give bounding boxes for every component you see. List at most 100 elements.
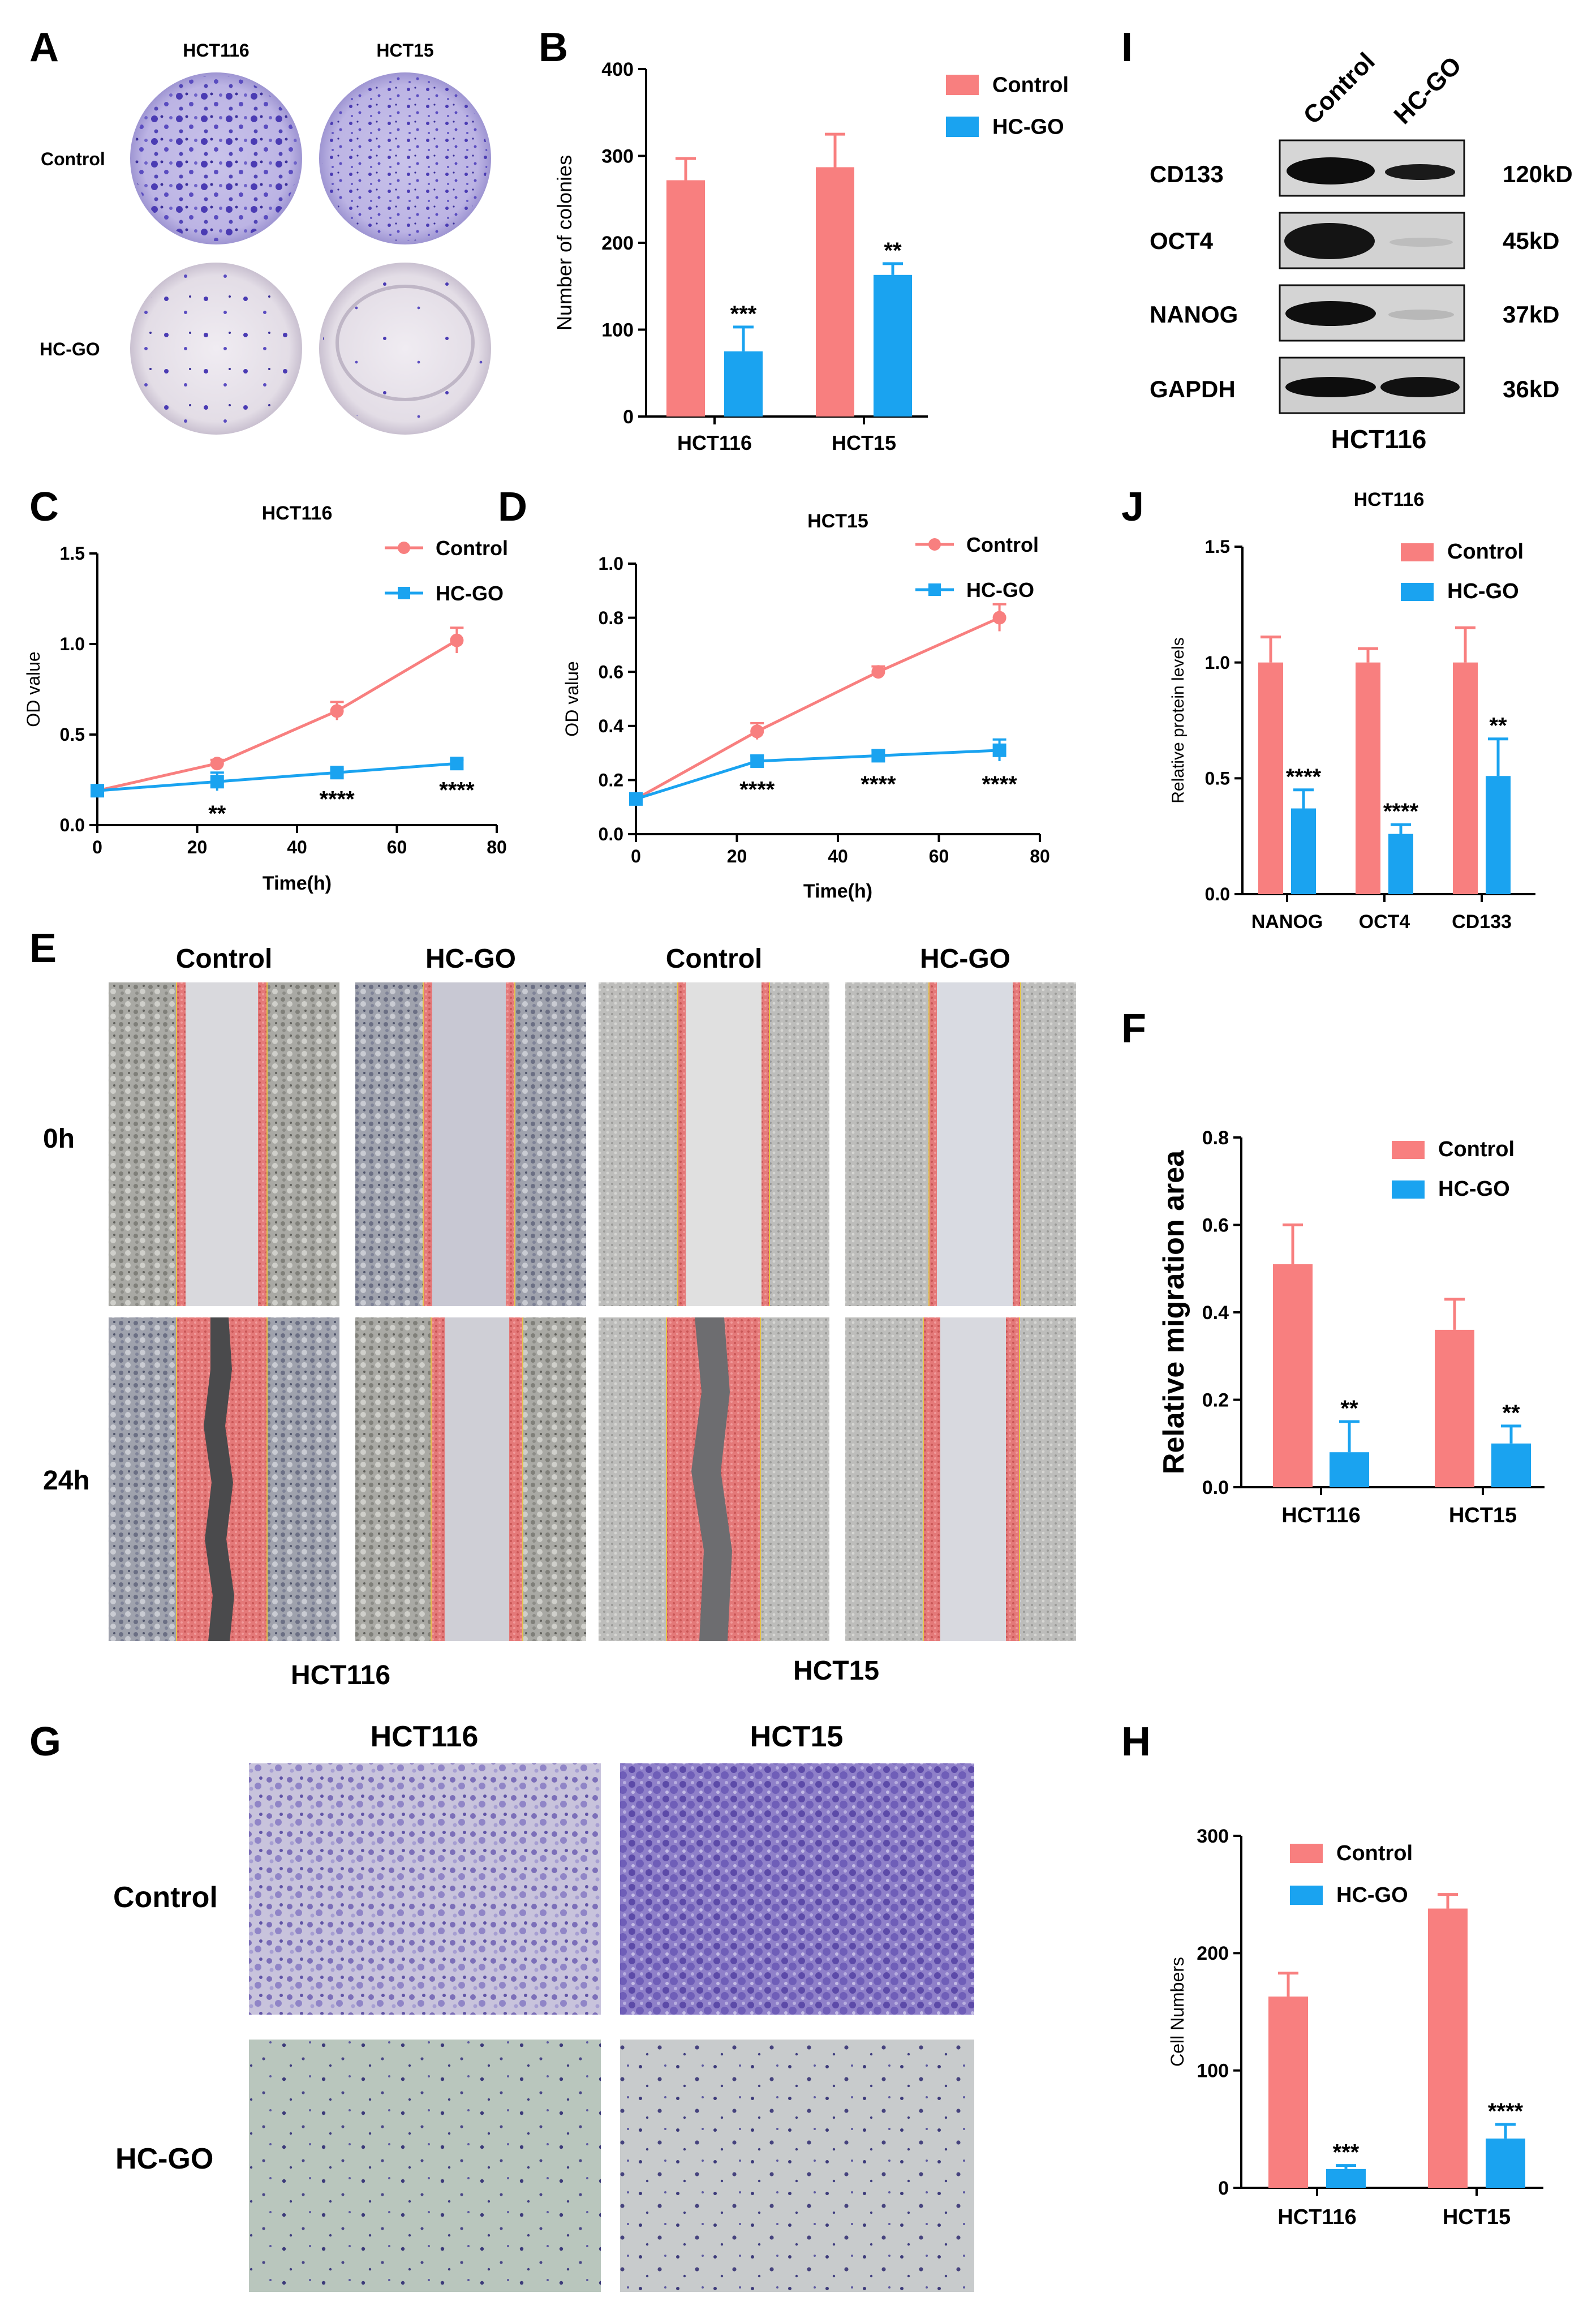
y-tick-label: 1.5 — [60, 543, 85, 564]
panel-label-b: B — [539, 25, 568, 70]
legend-label: HC-GO — [1447, 579, 1519, 603]
panel-label-e: E — [29, 926, 57, 971]
y-tick-label: 300 — [1197, 1826, 1229, 1847]
x-tick-label: 60 — [929, 846, 949, 866]
colony-col-label-hct15: HCT15 — [376, 40, 433, 61]
data-point-control — [992, 611, 1006, 625]
significance-marker: **** — [1488, 2099, 1524, 2124]
wb-band-cd133-hcgo — [1385, 164, 1455, 180]
y-tick-label: 0.5 — [60, 724, 85, 745]
x-tick-label: 20 — [187, 837, 208, 857]
legend-swatch — [1290, 1886, 1323, 1905]
x-tick-label: 0 — [92, 837, 102, 857]
transwell-row-label-hcgo: HC-GO — [115, 2143, 213, 2175]
legend-marker-control — [398, 542, 410, 554]
y-tick-label: 100 — [1197, 2060, 1229, 2082]
wb-band-oct4-hcgo — [1389, 238, 1453, 247]
panel-i: I Control HC-GO CD133 OCT4 NANOG GAPDH 1… — [1121, 25, 1573, 454]
y-tick-label: 1.0 — [1205, 652, 1230, 673]
chart-h-cell-numbers: 0 100 200 300 Cell Numbers HCT116 *** HCT15 ****… — [1167, 1826, 1543, 2229]
panel-label-h: H — [1121, 1719, 1151, 1765]
colony-dish-hcgo-hct116 — [130, 263, 302, 435]
data-point-hcgo — [871, 749, 885, 763]
legend-swatch — [1401, 543, 1434, 561]
x-tick-label: 0 — [631, 846, 641, 866]
y-tick-label: 0.2 — [1202, 1389, 1229, 1411]
wound-group-label-hct116: HCT116 — [291, 1660, 390, 1690]
y-tick-label: 0.6 — [1202, 1214, 1229, 1236]
legend-swatch — [946, 117, 979, 137]
legend-swatch — [1392, 1141, 1425, 1159]
panel-label-a: A — [29, 25, 59, 70]
data-point-control — [210, 757, 224, 771]
wb-band-nanog-hcgo — [1388, 310, 1454, 320]
legend-marker-hcgo — [928, 583, 941, 596]
x-tick-label: HCT15 — [1449, 1504, 1517, 1527]
wound-image-hct116-control-24h — [109, 1317, 339, 1641]
wb-lane-label-control: Control — [1298, 48, 1380, 130]
legend-swatch — [1401, 583, 1434, 601]
wound-row-label-24h: 24h — [43, 1466, 90, 1496]
bar-hcgo-oct4 — [1388, 834, 1413, 894]
bar-hcgo-hct116 — [1326, 2169, 1366, 2188]
chart-c-hct116-od: 0.0 0.5 1.0 1.5 OD value HCT116 0 20 40 60 80 Time(… — [23, 503, 508, 894]
wound-col-label-3: Control — [666, 944, 763, 974]
panel-label-d: D — [498, 484, 527, 530]
wound-row-label-0h: 0h — [43, 1124, 75, 1154]
y-axis-label: OD value — [562, 661, 582, 736]
y-tick-label: 0.2 — [599, 770, 623, 791]
bar-hcgo-hct116 — [724, 351, 763, 417]
bar-hcgo-nanog — [1291, 808, 1316, 894]
wb-band-gapdh-hcgo — [1380, 377, 1460, 397]
significance-marker: **** — [319, 787, 355, 812]
y-tick-label: 0.4 — [1202, 1302, 1229, 1324]
x-tick-label: NANOG — [1251, 911, 1323, 933]
data-point-hcgo — [91, 784, 104, 798]
wound-col-label-2: HC-GO — [425, 944, 516, 974]
wb-lane-label-hcgo: HC-GO — [1388, 51, 1466, 130]
y-tick-label: 0.0 — [1205, 884, 1230, 904]
panel-label-g: G — [29, 1719, 61, 1765]
wound-group-label-hct15: HCT15 — [793, 1656, 879, 1686]
wb-band-oct4-control — [1284, 223, 1375, 259]
x-axis-label: Time(h) — [803, 881, 872, 902]
y-tick-label: 200 — [601, 233, 634, 254]
x-tick-label: 40 — [287, 837, 307, 857]
panel-e: E Control HC-GO Control HC-GO 0h 24h — [29, 926, 1076, 1690]
legend-swatch — [946, 75, 979, 95]
series-line-hcgo — [97, 762, 457, 792]
wound-col-label-1: Control — [176, 944, 273, 974]
transwell-col-label-hct116: HCT116 — [371, 1720, 479, 1753]
y-tick-label: 300 — [601, 145, 634, 167]
data-point-hcgo — [330, 766, 344, 780]
wb-protein-nanog: NANOG — [1150, 301, 1238, 328]
significance-marker: **** — [1383, 799, 1419, 824]
data-point-control — [750, 724, 764, 739]
chart-d-hct15-od: 0.0 0.2 0.4 0.6 0.8 1.0 OD value HCT15 0 20 40 60 80… — [562, 510, 1050, 902]
bar-control-cd133 — [1453, 662, 1478, 894]
data-point-hcgo — [210, 775, 224, 789]
wound-image-hct15-hcgo-24h — [845, 1317, 1076, 1641]
panel-label-i: I — [1121, 25, 1133, 70]
wb-size-nanog: 37kD — [1503, 301, 1559, 328]
wb-size-oct4: 45kD — [1503, 227, 1559, 254]
wound-image-hct15-control-24h — [599, 1317, 829, 1641]
wound-image-hct15-hcgo-0h — [845, 982, 1076, 1306]
wb-size-cd133: 120kD — [1503, 161, 1573, 187]
y-tick-label: 0.8 — [599, 608, 623, 628]
y-tick-label: 0.5 — [1205, 769, 1230, 789]
legend-label: HC-GO — [992, 115, 1064, 139]
x-tick-label: 80 — [1030, 846, 1050, 866]
legend-label: Control — [1336, 1841, 1413, 1865]
y-tick-label: 0 — [623, 406, 634, 428]
legend-label: Control — [436, 536, 508, 560]
x-tick-label: HCT15 — [1443, 2205, 1511, 2229]
panel-label-j: J — [1121, 484, 1144, 530]
wb-protein-oct4: OCT4 — [1150, 227, 1214, 254]
panel-g: G HCT116 HCT15 Control HC-GO — [29, 1719, 974, 2292]
x-tick-label: 60 — [387, 837, 407, 857]
bar-control-hct116 — [666, 180, 705, 417]
wb-protein-cd133: CD133 — [1150, 161, 1224, 187]
